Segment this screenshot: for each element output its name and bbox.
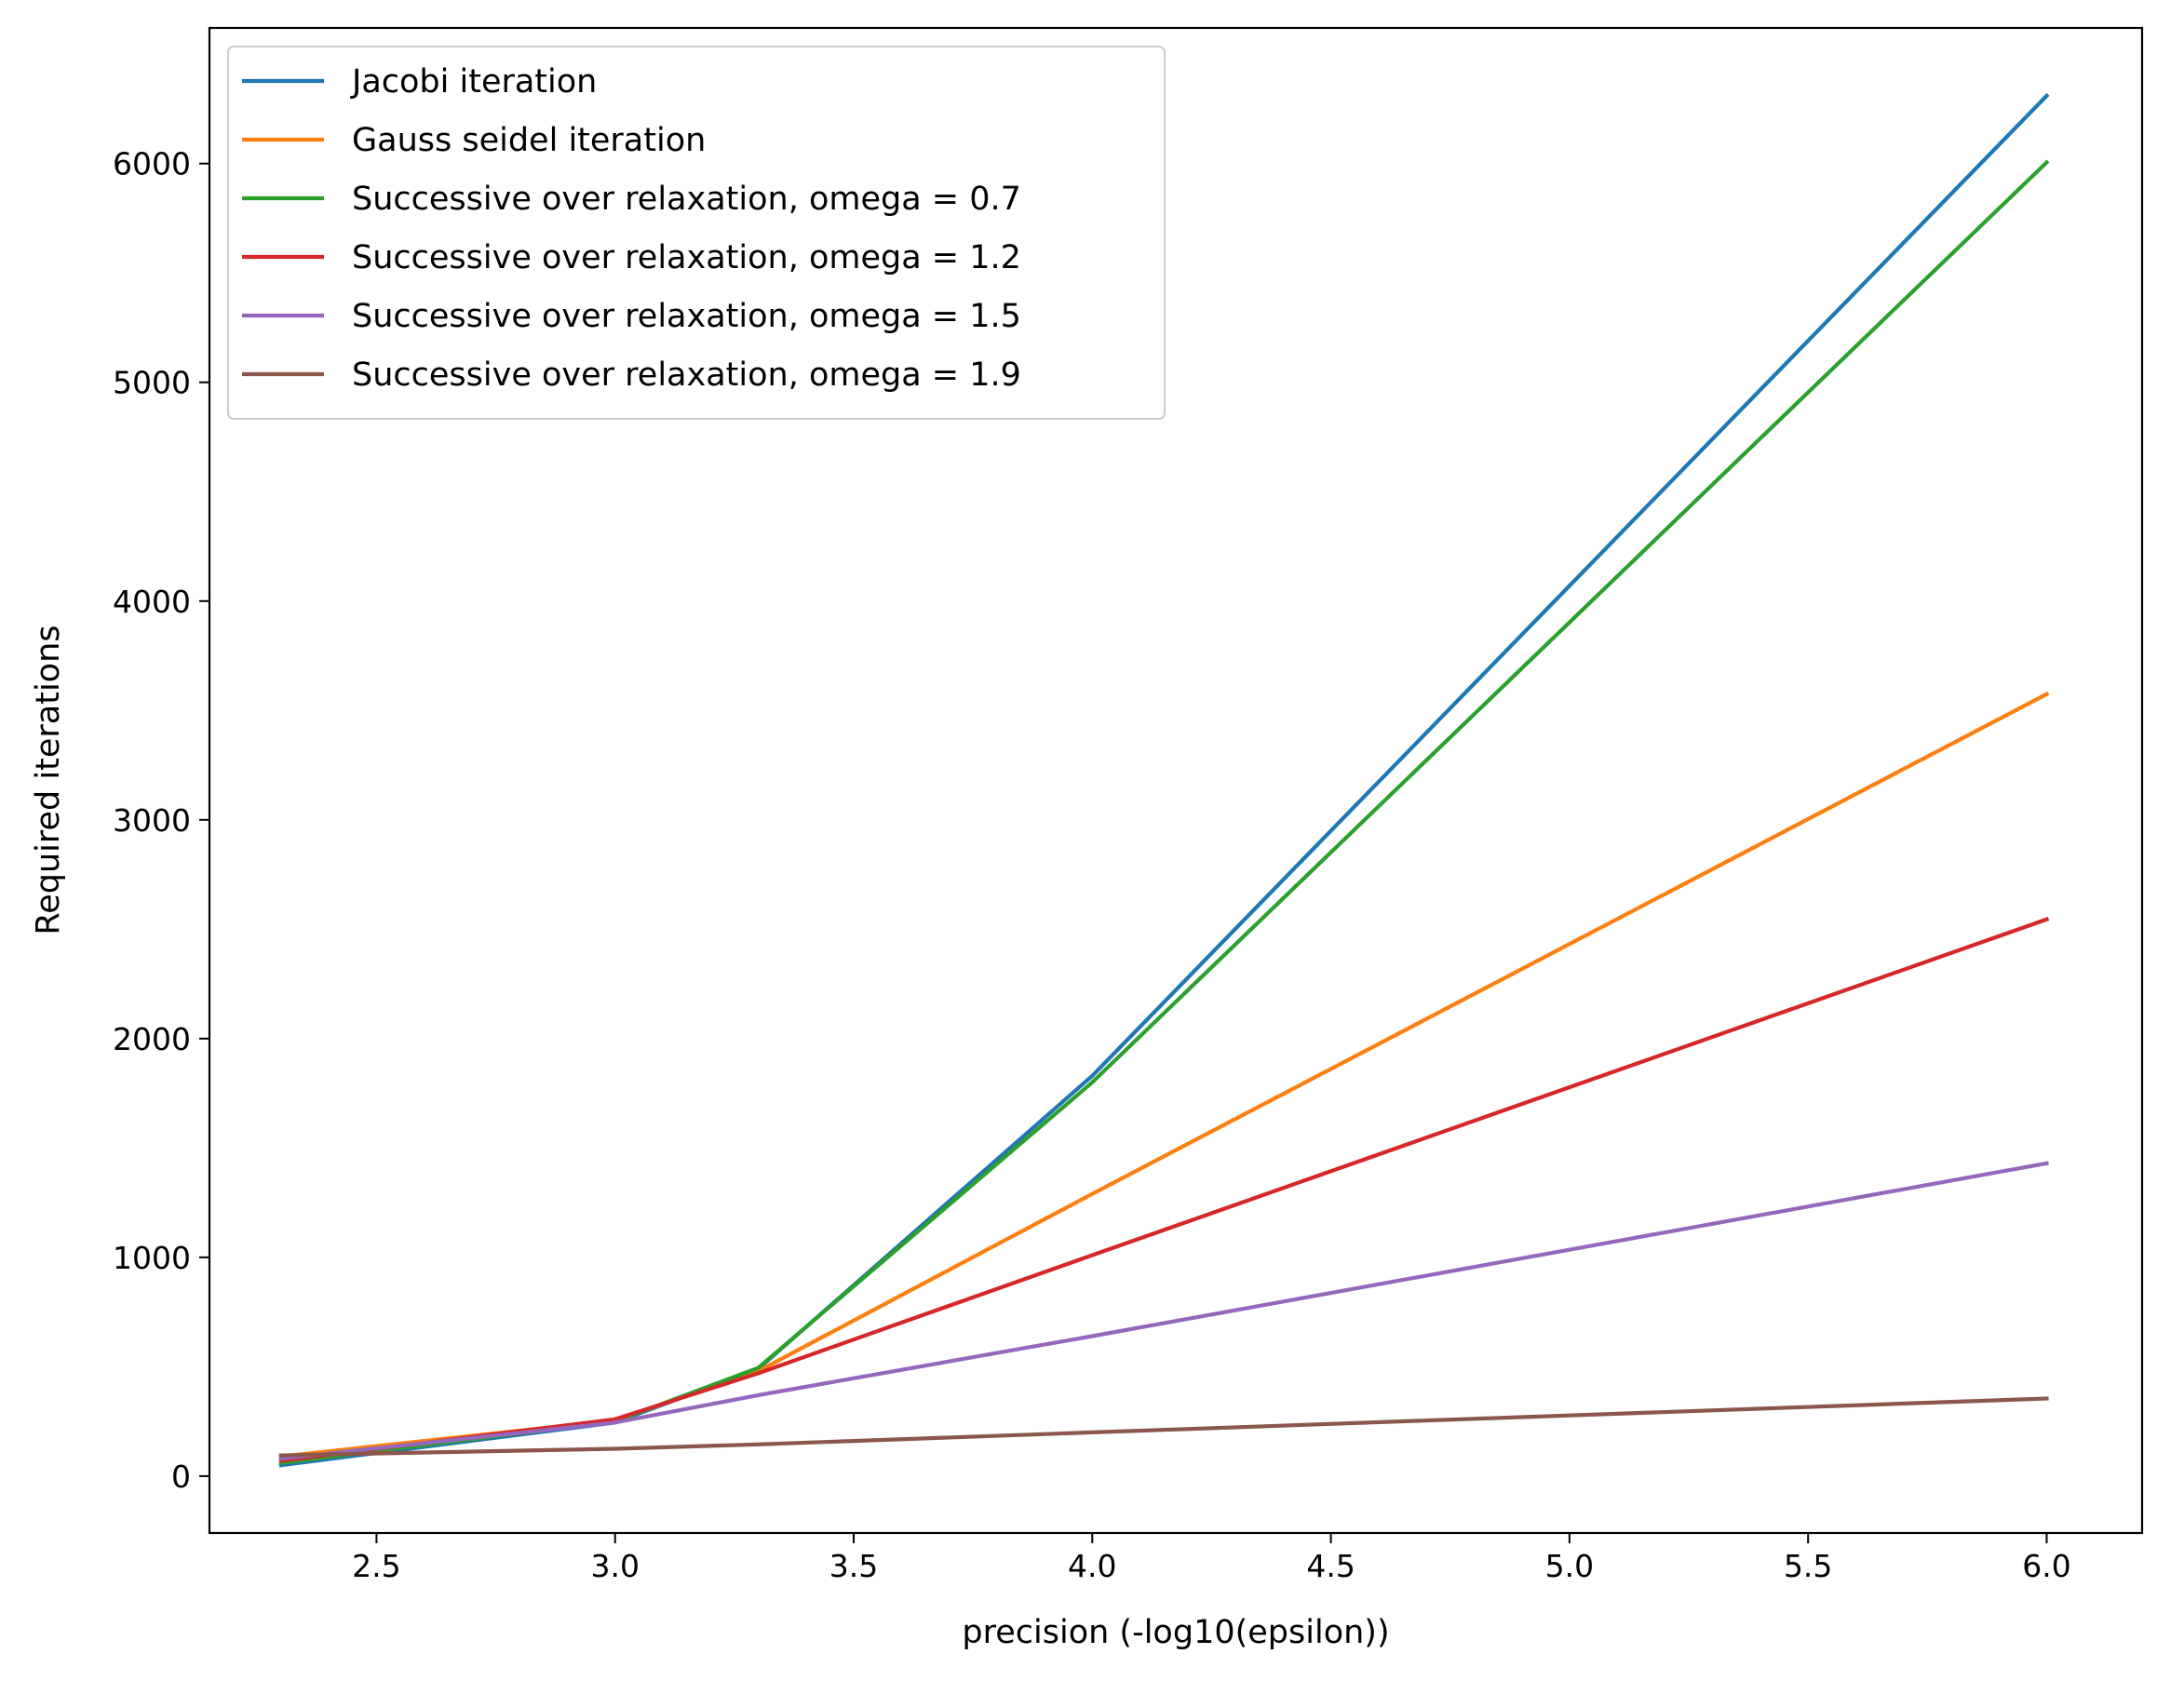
series-layer bbox=[278, 92, 2050, 1468]
y-tick-label: 2000 bbox=[113, 1021, 191, 1057]
y-tick-label: 1000 bbox=[113, 1240, 191, 1276]
x-axis-label: precision (-log10(epsilon)) bbox=[962, 1614, 1389, 1651]
legend: Jacobi iteration Gauss seidel iteration Su… bbox=[227, 46, 1166, 420]
legend-box bbox=[227, 46, 1166, 420]
x-tick-label: 4.5 bbox=[1306, 1548, 1355, 1584]
y-tick-label: 5000 bbox=[113, 365, 191, 401]
x-tick-label: 3.0 bbox=[590, 1548, 639, 1584]
legend-label-4: Successive over relaxation, omega = 1.5 bbox=[352, 298, 1021, 335]
x-tick-label: 2.5 bbox=[352, 1548, 400, 1584]
x-tick-label: 6.0 bbox=[2022, 1548, 2070, 1584]
series-line-4 bbox=[278, 1161, 2049, 1461]
y-tick-label: 3000 bbox=[113, 802, 191, 839]
y-axis: 0 1000 2000 3000 4000 5000 6000 bbox=[113, 146, 209, 1495]
legend-label-3: Successive over relaxation, omega = 1.2 bbox=[352, 239, 1021, 276]
plot-area-frame bbox=[208, 26, 2144, 1535]
y-axis-label: Required iterations bbox=[30, 625, 67, 935]
x-axis: 2.5 3.0 3.5 4.0 4.5 5.0 5.5 6.0 bbox=[352, 1533, 2071, 1584]
legend-label-1: Gauss seidel iteration bbox=[352, 122, 706, 159]
y-tick-label: 4000 bbox=[113, 584, 191, 620]
legend-label-5: Successive over relaxation, omega = 1.9 bbox=[352, 356, 1021, 394]
x-tick-label: 5.0 bbox=[1545, 1548, 1594, 1584]
x-tick-label: 5.5 bbox=[1784, 1548, 1832, 1584]
x-tick-label: 3.5 bbox=[829, 1548, 878, 1584]
y-tick-label: 6000 bbox=[113, 146, 191, 182]
series-line-5 bbox=[278, 1396, 2049, 1458]
legend-label-2: Successive over relaxation, omega = 0.7 bbox=[352, 181, 1021, 218]
y-tick-label: 0 bbox=[171, 1459, 191, 1495]
x-tick-label: 4.0 bbox=[1068, 1548, 1116, 1584]
legend-label-0: Jacobi iteration bbox=[350, 63, 597, 101]
